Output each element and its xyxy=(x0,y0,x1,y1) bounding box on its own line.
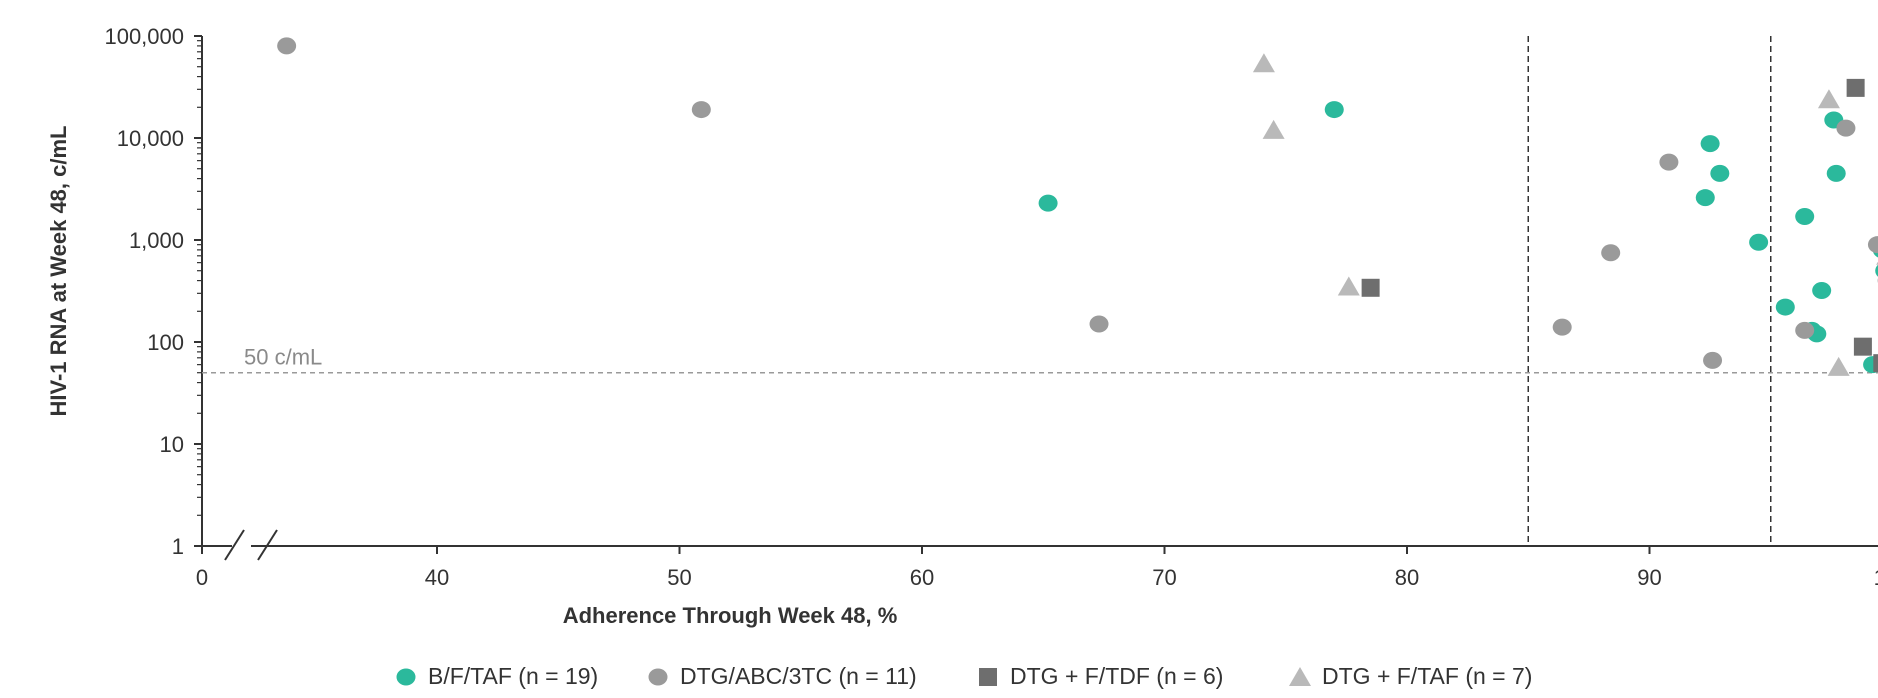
y-tick-label: 1 xyxy=(172,534,184,559)
data-point xyxy=(1775,298,1795,316)
data-point xyxy=(1812,281,1832,299)
data-point xyxy=(1795,207,1815,225)
data-point xyxy=(1262,119,1285,139)
legend-marker xyxy=(396,668,416,686)
y-axis-title: HIV-1 RNA at Week 48, c/mL xyxy=(46,126,71,417)
data-point xyxy=(1659,153,1679,171)
y-major-ticks xyxy=(194,35,202,547)
data-point xyxy=(1089,315,1109,333)
y-tick-label: 100,000 xyxy=(104,24,184,49)
x-tick-label: 60 xyxy=(910,565,934,590)
x-tick-label: 40 xyxy=(425,565,449,590)
y-tick-label: 10 xyxy=(160,432,184,457)
data-point xyxy=(1873,354,1878,373)
data-point xyxy=(1361,278,1380,297)
legend-label: DTG/ABC/3TC (n = 11) xyxy=(680,663,917,689)
legend-label: DTG + F/TDF (n = 6) xyxy=(1010,663,1223,689)
x-axis-title: Adherence Through Week 48, % xyxy=(563,603,898,628)
x-ticks xyxy=(201,546,1651,554)
x-tick-label: 80 xyxy=(1395,565,1419,590)
data-point xyxy=(1875,264,1878,277)
x-axis-line xyxy=(202,529,1878,561)
data-point xyxy=(1601,244,1621,262)
data-point xyxy=(1749,233,1769,251)
data-point xyxy=(1695,189,1715,207)
x-tick-labels: 0 40 50 60 70 80 90 100 xyxy=(196,565,1878,590)
vertical-threshold-lines xyxy=(1527,36,1772,546)
y-minor-ticks xyxy=(197,40,202,516)
legend: B/F/TAF (n = 19) DTG/ABC/3TC (n = 11) DTG … xyxy=(396,663,1532,689)
data-point xyxy=(1324,101,1344,119)
data-point xyxy=(1710,164,1730,182)
reference-line-label: 50 c/mL xyxy=(244,345,322,370)
y-tick-label: 100 xyxy=(147,330,184,355)
x-axis-break-mark-right xyxy=(257,529,278,561)
legend-marker xyxy=(1289,667,1311,686)
legend-marker xyxy=(979,668,997,686)
legend-label: DTG + F/TAF (n = 7) xyxy=(1322,663,1532,689)
data-point xyxy=(1337,276,1360,296)
legend-label: B/F/TAF (n = 19) xyxy=(428,663,598,689)
x-tick-label: 50 xyxy=(667,565,691,590)
data-point xyxy=(1827,356,1850,376)
y-tick-labels: 1 10 100 1,000 10,000 100,000 xyxy=(104,24,184,559)
data-point xyxy=(1836,119,1856,137)
data-point xyxy=(1853,337,1872,356)
x-tick-label: 90 xyxy=(1637,565,1661,590)
y-tick-label: 10,000 xyxy=(117,126,184,151)
x-tick-label: 100 xyxy=(1874,565,1878,590)
data-points xyxy=(277,37,1878,376)
x-axis-break-mark-left xyxy=(224,529,245,561)
x-tick-label: 70 xyxy=(1152,565,1176,590)
data-point xyxy=(277,37,297,55)
data-point xyxy=(1038,194,1058,212)
x-tick-label: 0 xyxy=(196,565,208,590)
data-point xyxy=(1846,78,1865,97)
data-point xyxy=(1552,318,1572,336)
data-point xyxy=(1700,135,1720,153)
data-point xyxy=(1252,53,1275,73)
data-point xyxy=(1826,164,1846,182)
data-point xyxy=(1817,89,1840,109)
data-point xyxy=(1795,321,1815,339)
data-point xyxy=(1867,236,1878,254)
y-tick-label: 1,000 xyxy=(129,228,184,253)
data-point xyxy=(691,101,711,119)
data-point xyxy=(1703,351,1723,369)
legend-marker xyxy=(648,668,668,686)
